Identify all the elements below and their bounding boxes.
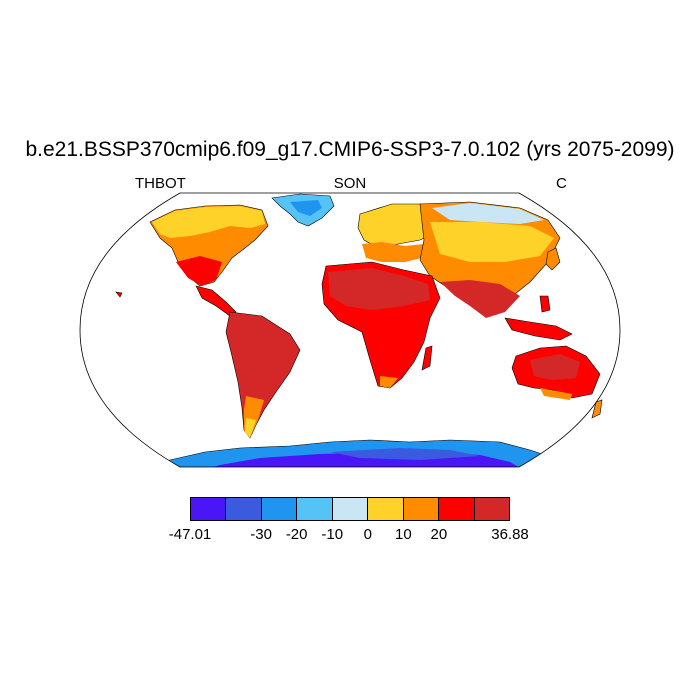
colorbar-tick-label: 0 bbox=[363, 526, 372, 543]
australia-south bbox=[540, 388, 572, 400]
philippines-region bbox=[539, 295, 551, 313]
japan-region bbox=[545, 247, 561, 271]
south-america-tip bbox=[245, 418, 256, 438]
plot-title: b.e21.BSSP370cmip6.f09_g17.CMIP6-SSP3-7.… bbox=[25, 138, 675, 161]
colorbar-box bbox=[403, 498, 440, 520]
colorbar-box bbox=[474, 498, 509, 520]
north-america-south bbox=[176, 256, 222, 286]
colorbar-box bbox=[439, 498, 475, 520]
variable-label: THBOT bbox=[135, 175, 186, 192]
globe-outline bbox=[79, 192, 621, 468]
asia-central bbox=[430, 222, 554, 262]
colorbar-box bbox=[226, 498, 262, 520]
asia-north bbox=[432, 203, 544, 224]
africa-sahara bbox=[328, 268, 430, 310]
units-label: C bbox=[556, 175, 567, 192]
season-label: SON bbox=[333, 175, 367, 192]
madagascar-region bbox=[421, 345, 433, 371]
colorbar-tick-label: 36.88 bbox=[491, 526, 529, 543]
greenland-core bbox=[290, 200, 322, 216]
central-america-region bbox=[195, 285, 237, 317]
africa-south bbox=[380, 376, 398, 388]
new-zealand-region bbox=[591, 399, 603, 419]
europe-region bbox=[357, 203, 441, 249]
asia-south bbox=[440, 280, 520, 318]
colorbar-labels: -47.01 -30 -20 -10 0 10 20 36.88 bbox=[0, 526, 700, 546]
colorbar-tick-label: -30 bbox=[250, 526, 272, 543]
colorbar-tick-label: -20 bbox=[285, 526, 308, 543]
colorbar-tick-label: 10 bbox=[394, 526, 412, 543]
colorbar bbox=[190, 497, 510, 521]
colorbar-box bbox=[261, 498, 298, 520]
europe-south bbox=[362, 242, 430, 262]
colorbar-tick-label: 20 bbox=[430, 526, 448, 543]
hawaii-region bbox=[115, 291, 123, 298]
colorbar-box bbox=[297, 498, 333, 520]
south-america-region bbox=[225, 311, 301, 439]
antarctica-mid bbox=[330, 448, 480, 460]
colorbar-tick-label: -47.01 bbox=[168, 526, 212, 543]
north-america-north bbox=[152, 206, 265, 238]
colorbar-box bbox=[332, 498, 369, 520]
indonesia-region bbox=[504, 317, 573, 341]
colorbar-box bbox=[368, 498, 404, 520]
australia-core bbox=[530, 354, 580, 380]
colorbar-box bbox=[191, 498, 227, 520]
colorbar-tick-label: -10 bbox=[321, 526, 344, 543]
